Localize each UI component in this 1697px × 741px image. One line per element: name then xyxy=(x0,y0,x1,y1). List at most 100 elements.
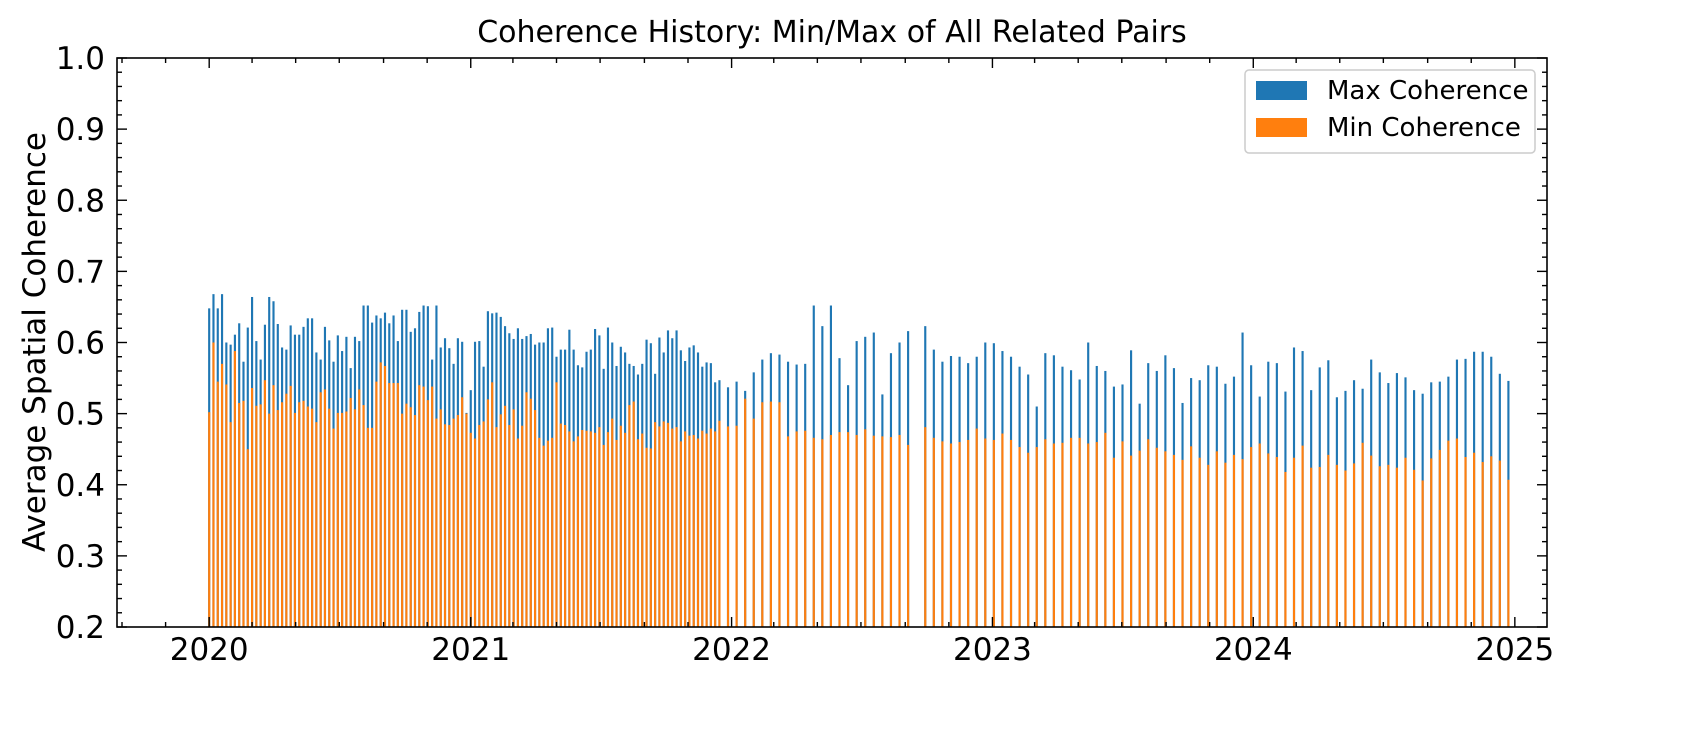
bar-min xyxy=(718,420,721,627)
bar-min xyxy=(281,402,284,627)
bar-min xyxy=(1155,447,1158,627)
bar-min xyxy=(838,432,841,627)
bar-min xyxy=(529,398,532,627)
y-tick-label: 0.5 xyxy=(56,397,105,433)
bar-min xyxy=(366,427,369,627)
bar-min xyxy=(461,397,464,627)
bar-min xyxy=(469,432,472,627)
bar-min xyxy=(847,432,850,627)
bar-min xyxy=(1241,459,1244,627)
bar-min xyxy=(225,384,228,627)
bar-min xyxy=(323,389,327,627)
bar-min xyxy=(1344,470,1347,627)
bar-min xyxy=(491,382,494,627)
tick-labels-layer: 0.2 0.3 0.4 0.5 0.6 0.7 0.8 0.9 1.0 2020 2021 2022 2… xyxy=(56,41,1555,668)
bar-min xyxy=(1069,437,1073,627)
bar-min xyxy=(336,412,339,627)
bar-min xyxy=(268,413,271,628)
y-tick-label: 0.7 xyxy=(56,254,105,290)
legend-swatch-max xyxy=(1256,81,1307,100)
legend-label-max: Max Coherence xyxy=(1327,76,1528,106)
bar-min xyxy=(594,432,597,627)
bar-min xyxy=(1507,479,1510,627)
bar-min xyxy=(409,407,412,627)
bar-min xyxy=(1335,464,1338,627)
bar-min xyxy=(208,412,211,627)
bar-min xyxy=(958,442,961,627)
bar-min xyxy=(1447,440,1450,627)
bar-min xyxy=(696,438,700,627)
bar-min xyxy=(298,402,301,627)
bar-min xyxy=(1378,466,1381,627)
bar-min xyxy=(229,422,232,627)
bar-min xyxy=(375,381,378,627)
bar-min xyxy=(431,386,434,627)
bar-min xyxy=(628,405,631,627)
bar-min xyxy=(525,392,528,627)
bar-min xyxy=(907,444,910,627)
bar-min xyxy=(546,440,549,627)
bar-min xyxy=(465,413,468,628)
bar-min xyxy=(435,418,438,627)
bar-min xyxy=(632,401,635,627)
bar-min xyxy=(251,388,254,627)
bar-min xyxy=(1232,454,1236,627)
bar-min xyxy=(426,400,429,627)
bar-min xyxy=(272,385,275,627)
bar-min xyxy=(744,398,747,627)
bar-min xyxy=(418,385,421,627)
bar-min xyxy=(1404,457,1407,627)
ticks-layer xyxy=(117,57,1547,628)
bar-min xyxy=(786,436,790,627)
bar-min xyxy=(675,427,678,627)
x-tick-label: 2023 xyxy=(953,632,1032,668)
bar-min xyxy=(521,425,524,627)
y-axis-label: Average Spatial Coherence xyxy=(17,132,53,552)
bar-min xyxy=(709,428,712,627)
bar-min xyxy=(478,425,481,627)
y-tick-label: 0.4 xyxy=(56,468,105,504)
bar-min xyxy=(1284,471,1287,627)
bar-min xyxy=(932,437,935,627)
bar-min xyxy=(413,415,417,627)
bar-min xyxy=(255,405,258,627)
bar-min xyxy=(585,430,588,627)
bar-min xyxy=(1164,451,1167,627)
bar-min xyxy=(508,425,511,627)
bar-min xyxy=(512,409,515,627)
bar-min xyxy=(358,389,361,627)
bar-min xyxy=(452,418,455,627)
bar-min xyxy=(624,432,627,627)
bar-min xyxy=(1061,442,1064,627)
bar-min xyxy=(1035,447,1038,627)
bar-min xyxy=(388,383,391,627)
bar-min xyxy=(821,439,824,627)
bar-min xyxy=(615,439,618,627)
bar-min xyxy=(371,427,374,627)
bar-min xyxy=(1104,432,1107,627)
bar-min xyxy=(396,383,399,627)
x-tick-label: 2022 xyxy=(692,632,771,668)
bar-min xyxy=(572,441,575,627)
bar-min xyxy=(1310,467,1313,627)
bar-min xyxy=(654,422,657,627)
bar-min xyxy=(392,383,395,627)
bar-min xyxy=(671,428,674,627)
bar-min xyxy=(606,432,610,627)
bar-min xyxy=(829,434,832,627)
y-tick-label: 0.2 xyxy=(56,610,105,646)
bar-min xyxy=(533,410,537,627)
bar-min xyxy=(1018,447,1021,627)
bar-min xyxy=(1078,437,1081,627)
bar-min xyxy=(499,414,502,627)
bar-min xyxy=(259,404,262,627)
bar-min xyxy=(752,418,755,627)
bar-min xyxy=(649,448,652,627)
bar-min xyxy=(263,380,266,627)
x-tick-label: 2021 xyxy=(431,632,510,668)
bar-min xyxy=(1438,449,1441,627)
bar-min xyxy=(220,363,224,627)
bar-min xyxy=(456,415,459,627)
bar-min xyxy=(1318,466,1321,627)
bar-min xyxy=(855,434,858,627)
